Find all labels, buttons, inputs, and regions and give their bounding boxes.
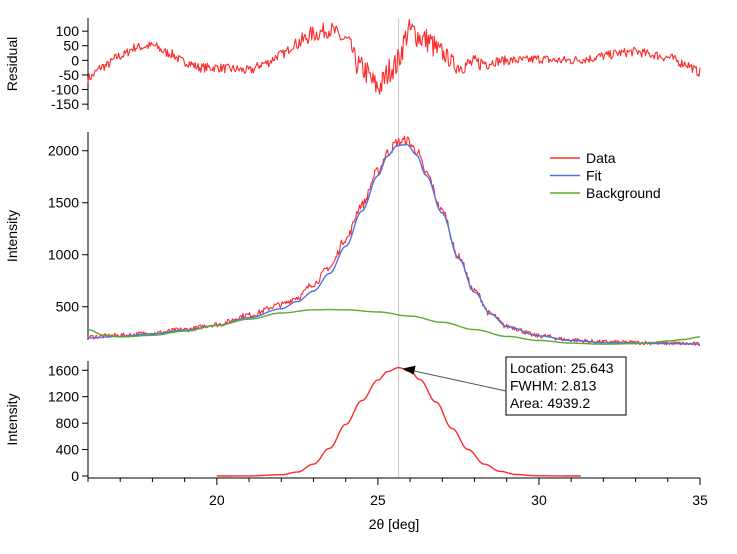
x-tick-label: 30 [531,492,547,508]
x-tick-label: 35 [692,492,708,508]
y-axis-label: Intensity [4,393,20,445]
y-tick-label: -50 [59,67,79,83]
y-axis-label: Residual [4,37,20,91]
y-tick-label: -100 [51,82,79,98]
series-data [87,135,701,347]
y-tick-label: 1000 [48,247,79,263]
x-tick-label: 25 [370,492,386,508]
y-tick-label: 0 [71,52,79,68]
annotation-box [505,356,627,416]
y-tick-label: 800 [56,415,80,431]
x-tick-label: 20 [209,492,225,508]
y-tick-label: 0 [71,468,79,484]
annotation-line: FWHM: 2.813 [510,378,597,394]
x-axis-label: 2θ [deg] [369,516,420,532]
y-tick-label: -150 [51,96,79,112]
series-fit [88,143,700,345]
annotation-line: Area: 4939.2 [510,395,590,411]
series-peak [216,366,581,477]
y-tick-label: 50 [63,38,79,54]
y-axis-label: Intensity [4,210,20,262]
legend-label: Background [586,185,661,201]
y-tick-label: 500 [56,299,80,315]
y-tick-label: 2000 [48,143,79,159]
legend-label: Fit [586,168,602,184]
annotation-line: Location: 25.643 [510,360,614,376]
y-tick-label: 1200 [48,389,79,405]
y-tick-label: 1500 [48,195,79,211]
legend-label: Data [586,150,616,166]
intensity-panel: 500 1000 1500 2000 Intensity Data FitBackgroun… [4,132,701,347]
series-residual [87,18,701,95]
y-tick-label: 1600 [48,362,79,378]
peak-panel: 0 400 800 1200 1600 Intensity 20 25 30 35 2θ [deg]… [4,356,708,532]
annotation-arrowhead [402,365,416,375]
y-tick-label: 400 [56,442,80,458]
y-tick-label: 100 [56,23,80,39]
annotation-leader [412,370,507,392]
series-background [87,308,701,345]
